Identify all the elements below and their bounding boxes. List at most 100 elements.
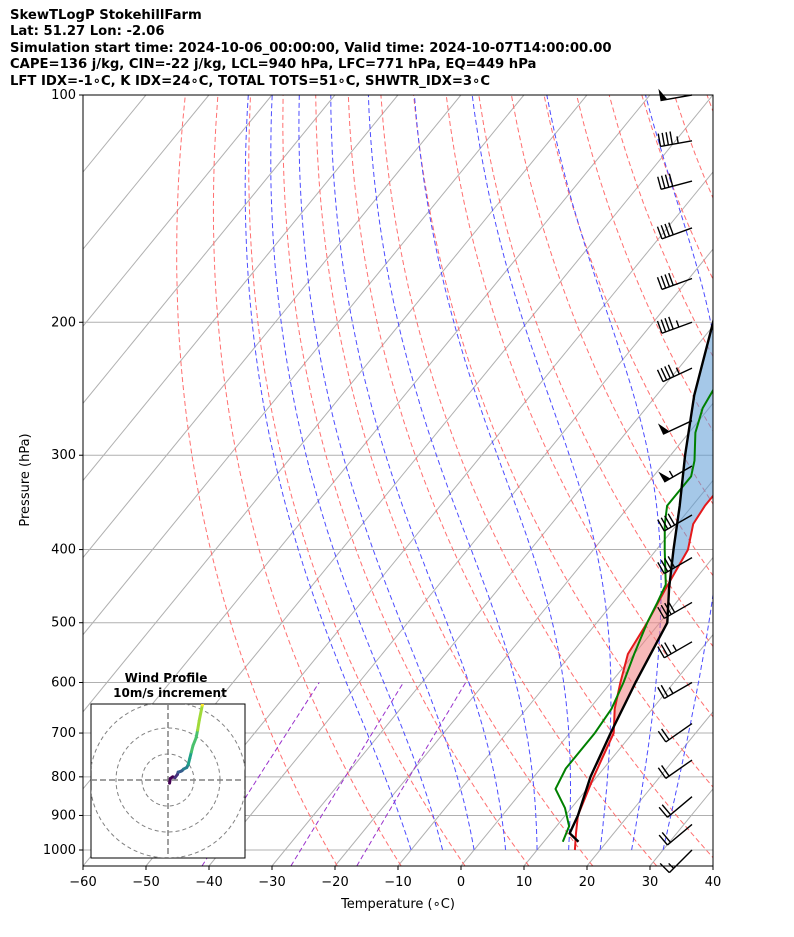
- mixing-ratio-line: [290, 682, 404, 866]
- x-tick-label: 30: [642, 875, 659, 890]
- isotherm-line: [83, 95, 399, 482]
- y-tick-label: 700: [51, 726, 76, 741]
- isotherm-line: [83, 95, 273, 328]
- hodograph-trace-segment: [196, 719, 201, 732]
- dry-adiabat-line: [740, 95, 794, 866]
- dry-adiabat-line: [347, 95, 658, 866]
- y-tick-label: 500: [51, 616, 76, 631]
- wind-barb: [658, 465, 693, 483]
- hodograph-inset: Wind Profile 10m/s increment: [90, 671, 246, 859]
- wind-barbs: [656, 88, 693, 874]
- x-tick-label: 10: [516, 875, 533, 890]
- dry-adiabat-line: [315, 95, 594, 866]
- adiabat-lines: [176, 95, 794, 866]
- y-axis-label: Pressure (hPa): [18, 433, 33, 526]
- isotherm-line: [460, 556, 713, 866]
- simulation-times: Simulation start time: 2024-10-06_00:00:…: [10, 40, 612, 56]
- moist-adiabat-line: [546, 95, 662, 851]
- mixing-ratio-line: [356, 682, 467, 866]
- hodograph-subtitle: 10m/s increment: [113, 686, 227, 700]
- isotherm-line: [83, 95, 462, 559]
- isotherm-line: [649, 788, 713, 866]
- wind-barb: [657, 641, 693, 659]
- wind-barb: [657, 722, 693, 743]
- moist-adiabat-line: [244, 95, 412, 851]
- wind-barb: [656, 364, 693, 383]
- y-tick-label: 600: [51, 676, 76, 691]
- moist-adiabat-line: [413, 95, 571, 851]
- dry-adiabat-line: [413, 95, 713, 788]
- y-tick-label: 800: [51, 770, 76, 785]
- wind-barb: [657, 681, 693, 700]
- x-tick-label: −50: [132, 875, 159, 890]
- wind-barb: [656, 316, 693, 334]
- isotherm-line: [83, 95, 210, 250]
- dry-adiabat-line: [282, 95, 530, 866]
- profile-lines: [554, 317, 713, 851]
- isotherm-line: [83, 95, 84, 96]
- chart-title: SkewTLogP StokehillFarm: [10, 8, 202, 23]
- hodograph-title: Wind Profile: [125, 671, 208, 685]
- profile-line-2: [568, 317, 713, 843]
- y-tick-label: 400: [51, 543, 76, 558]
- station-location: Lat: 51.27 Lon: -2.06: [10, 24, 165, 40]
- positive-area-shading: [666, 322, 713, 588]
- chart-header: SkewTLogP StokehillFarm Lat: 51.27 Lon: …: [10, 8, 612, 90]
- wind-barb: [657, 556, 693, 575]
- dry-adiabat-line: [380, 95, 713, 859]
- y-tick-label: 300: [51, 448, 76, 463]
- isotherm-line: [83, 95, 525, 636]
- y-tick-label: 200: [51, 315, 76, 330]
- isotherm-line: [83, 95, 588, 713]
- x-tick-label: −10: [384, 875, 411, 890]
- y-tick-label: 100: [51, 88, 76, 103]
- wind-barb: [657, 759, 693, 779]
- x-tick-label: 0: [457, 875, 465, 890]
- moist-adiabat-line: [330, 95, 507, 851]
- x-tick-label: −60: [69, 875, 96, 890]
- wind-barb: [658, 823, 693, 846]
- isotherm-line: [271, 325, 713, 866]
- wind-barb: [657, 420, 693, 435]
- moist-adiabat-line: [298, 95, 475, 851]
- isotherm-line: [712, 865, 713, 866]
- isotherm-line: [145, 171, 713, 866]
- wind-barb: [657, 131, 693, 148]
- moist-adiabat-line: [270, 95, 444, 851]
- profile-line-1: [554, 388, 713, 843]
- isotherm-line: [397, 479, 713, 866]
- dry-adiabat-line: [248, 95, 466, 866]
- stability-indices: LFT IDX=-1∘C, K IDX=24∘C, TOTAL TOTS=51∘…: [10, 73, 491, 89]
- moist-adiabat-line: [367, 95, 538, 851]
- x-tick-label: −40: [195, 875, 222, 890]
- x-axis: −60 −50 −40 −30 −20 −10 0 10 20 30 40: [69, 866, 721, 890]
- dry-adiabat-line: [543, 95, 713, 505]
- dry-adiabat-line: [772, 95, 794, 866]
- moist-adiabat-line: [645, 95, 713, 851]
- dry-adiabat-line: [445, 95, 713, 718]
- wind-barb: [656, 222, 693, 240]
- dry-adiabat-line: [176, 95, 338, 866]
- moist-adiabat-line: [471, 95, 612, 851]
- wind-barb: [657, 600, 693, 620]
- wind-barb: [657, 173, 693, 190]
- x-tick-label: 40: [705, 875, 722, 890]
- x-tick-label: 20: [579, 875, 596, 890]
- y-tick-label: 1000: [43, 843, 76, 858]
- y-axis: 100 200 300 400 500 600 700 800 900 1000: [43, 88, 83, 858]
- wind-barb: [657, 513, 693, 532]
- profile-line-0: [573, 494, 713, 851]
- isotherm-line: [523, 633, 713, 866]
- y-tick-label: 900: [51, 808, 76, 823]
- wind-barb: [656, 272, 693, 291]
- wind-barb: [658, 796, 693, 818]
- isotherm-line: [586, 710, 713, 866]
- hodograph-trace-segment: [197, 704, 204, 723]
- x-tick-label: −30: [258, 875, 285, 890]
- isotherm-line: [208, 248, 713, 866]
- cape-cin-levels: CAPE=136 j/kg, CIN=-22 j/kg, LCL=940 hPa…: [10, 57, 537, 73]
- x-axis-label: Temperature (∘C): [340, 897, 455, 912]
- x-tick-label: −20: [321, 875, 348, 890]
- isotherm-line: [83, 95, 336, 405]
